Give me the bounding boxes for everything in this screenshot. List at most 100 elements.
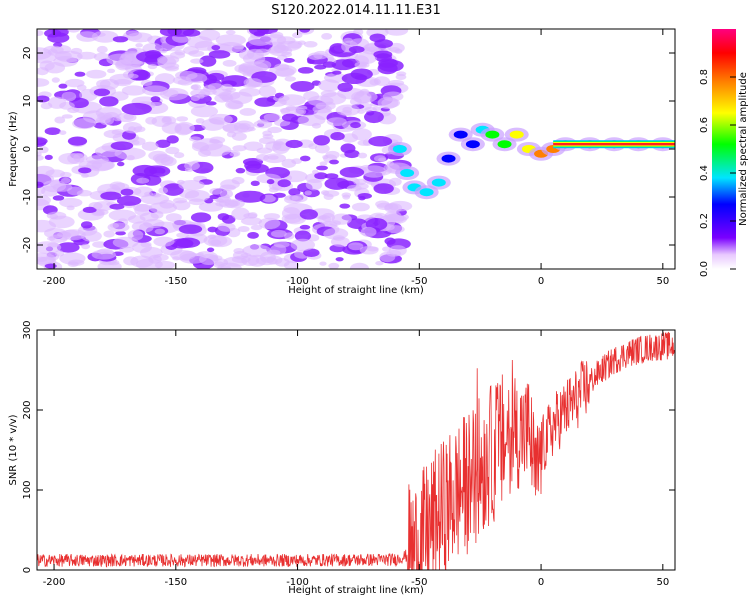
noise-blob xyxy=(326,117,347,127)
noise-blob xyxy=(61,91,77,102)
spectrogram-ytick-label: 20 xyxy=(22,47,33,60)
noise-blob xyxy=(388,245,407,257)
signal-feature xyxy=(509,130,524,139)
noise-blob xyxy=(60,171,72,178)
noise-blob xyxy=(290,238,316,251)
noise-blob xyxy=(52,182,73,192)
noise-blob xyxy=(233,120,255,133)
noise-blob xyxy=(153,236,175,247)
noise-blob xyxy=(330,132,345,141)
noise-blob xyxy=(381,98,400,108)
noise-blob xyxy=(55,50,83,63)
noise-blob xyxy=(258,85,277,98)
noise-blob xyxy=(184,189,211,202)
noise-blob xyxy=(354,52,377,65)
noise-blob xyxy=(207,226,218,233)
noise-blob xyxy=(263,153,287,164)
noise-blob xyxy=(107,222,130,233)
noise-blob xyxy=(231,207,250,220)
snr-plot-area xyxy=(36,331,676,571)
snr-frame xyxy=(36,329,676,571)
noise-blob xyxy=(91,249,116,260)
noise-blob xyxy=(81,243,91,250)
noise-blob xyxy=(77,51,97,60)
noise-blob xyxy=(349,262,370,269)
noise-blob xyxy=(136,177,150,184)
noise-blob xyxy=(116,195,142,206)
noise-blob xyxy=(299,29,311,33)
noise-blob xyxy=(44,154,53,160)
noise-blob xyxy=(103,230,115,238)
noise-blob xyxy=(351,128,372,141)
spectrogram-ytick-label: -20 xyxy=(22,237,33,253)
noise-blob xyxy=(229,151,239,157)
noise-blob xyxy=(66,205,75,211)
noise-blob xyxy=(93,88,111,97)
noise-blob xyxy=(240,217,263,226)
noise-blob xyxy=(339,166,365,178)
noise-blob xyxy=(127,32,153,43)
noise-blob xyxy=(313,135,330,146)
noise-blob xyxy=(341,192,352,198)
noise-blob xyxy=(312,169,319,175)
noise-blob xyxy=(254,97,276,107)
snr-ylabel: SNR (10 * v/v) xyxy=(8,414,19,485)
noise-blob xyxy=(344,149,360,159)
noise-blob xyxy=(54,116,66,124)
noise-blob xyxy=(37,252,56,265)
noise-blob xyxy=(281,213,302,224)
noise-blob xyxy=(147,63,158,70)
noise-blob xyxy=(176,232,189,238)
noise-blob xyxy=(39,60,55,71)
noise-blob xyxy=(303,41,318,48)
noise-blob xyxy=(299,155,311,162)
noise-blob xyxy=(151,193,162,198)
snr-ytick-label: 0 xyxy=(22,567,33,573)
noise-blob xyxy=(263,213,281,220)
snr-xlabel: Height of straight line (km) xyxy=(288,585,424,596)
noise-blob xyxy=(99,96,119,107)
noise-blob xyxy=(215,34,246,47)
noise-blob xyxy=(154,154,174,166)
noise-blob xyxy=(142,85,169,96)
noise-blob xyxy=(247,231,259,239)
noise-blob xyxy=(351,90,378,103)
noise-blob xyxy=(239,108,257,116)
noise-blob xyxy=(211,44,221,51)
noise-blob xyxy=(120,188,134,196)
noise-blob xyxy=(253,31,266,37)
noise-blob xyxy=(290,80,315,92)
noise-blob xyxy=(307,58,315,65)
noise-blob xyxy=(270,229,287,238)
noise-blob xyxy=(321,33,333,40)
noise-blob xyxy=(190,212,212,223)
signal-feature xyxy=(431,178,446,187)
noise-blob xyxy=(250,180,260,187)
noise-blob xyxy=(222,59,237,67)
noise-blob xyxy=(78,167,92,174)
noise-blob xyxy=(364,110,384,124)
noise-blob xyxy=(191,141,210,152)
noise-blob xyxy=(214,94,230,103)
noise-blob xyxy=(209,139,220,144)
noise-blob xyxy=(312,104,332,114)
noise-blob xyxy=(145,49,162,59)
noise-blob xyxy=(209,194,219,200)
noise-blob xyxy=(247,33,273,46)
noise-blob xyxy=(46,211,67,220)
noise-blob xyxy=(49,234,68,243)
noise-blob xyxy=(72,118,97,130)
noise-blob xyxy=(97,112,113,121)
noise-blob xyxy=(279,107,291,113)
noise-blob xyxy=(86,69,107,79)
noise-blob xyxy=(67,29,80,33)
noise-blob xyxy=(378,157,387,162)
noise-blob xyxy=(209,187,223,195)
noise-blob xyxy=(190,58,204,64)
noise-blob xyxy=(287,40,303,49)
noise-blob xyxy=(172,76,192,85)
noise-blob xyxy=(203,234,228,247)
noise-blob xyxy=(190,84,199,90)
noise-blob xyxy=(274,257,290,267)
signal-feature xyxy=(392,145,407,153)
